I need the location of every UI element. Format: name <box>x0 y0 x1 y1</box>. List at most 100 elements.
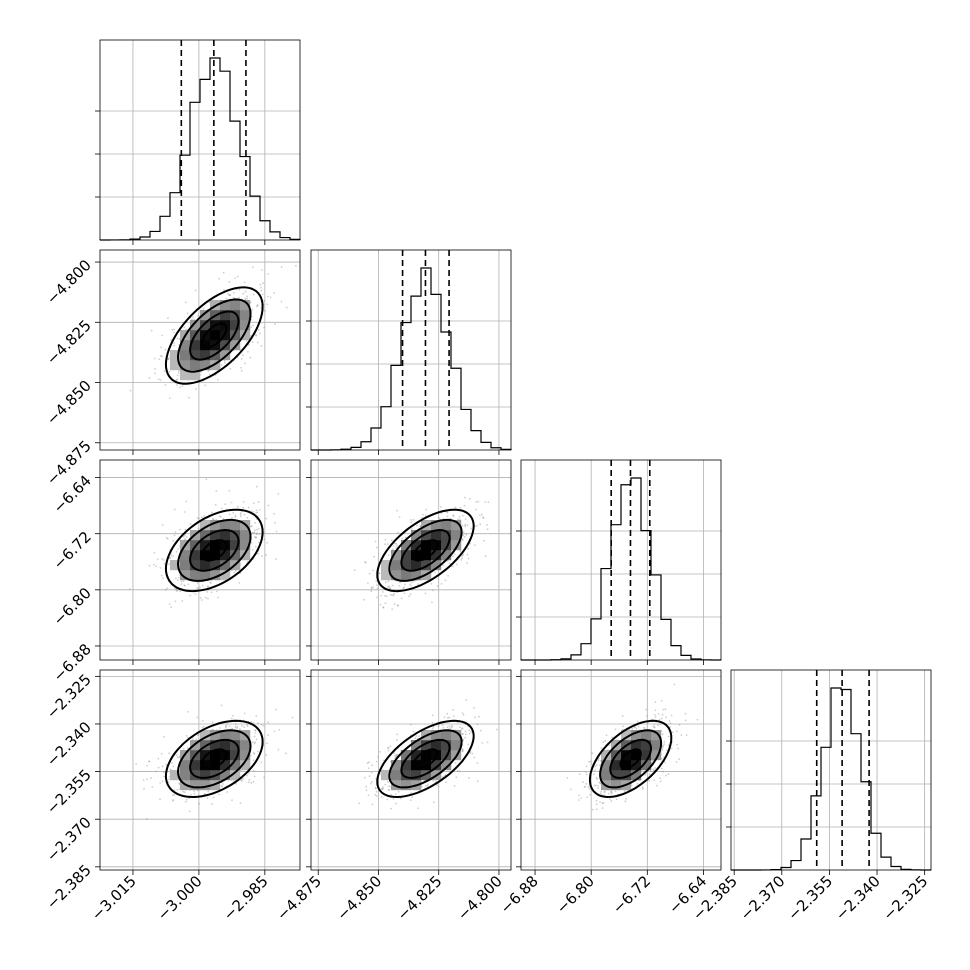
scatter-point <box>610 790 613 792</box>
scatter-point <box>448 725 451 728</box>
scatter-point <box>178 576 181 579</box>
panel-frame <box>730 669 932 871</box>
density-cell <box>170 350 181 361</box>
scatter-point <box>615 798 618 800</box>
histogram-panel-1 <box>306 249 512 455</box>
density-cell <box>200 780 211 791</box>
scatter-point <box>238 582 241 584</box>
density-cell <box>240 740 251 751</box>
scatter-point <box>411 796 414 799</box>
contour-3 <box>164 719 264 799</box>
scatter-point <box>470 527 473 530</box>
scatter-point <box>211 511 213 514</box>
scatter-point <box>187 711 189 713</box>
scatter-point <box>462 733 464 735</box>
scatter-point <box>471 752 474 755</box>
scatter-point <box>257 328 260 331</box>
scatter-point <box>253 752 256 755</box>
scatter-point <box>263 326 265 329</box>
scatter-point <box>239 728 241 731</box>
density-cell <box>441 530 452 541</box>
scatter-point <box>254 729 257 732</box>
density-cell <box>611 760 622 771</box>
contour-3 <box>376 508 475 593</box>
scatter-point <box>251 525 253 527</box>
scatter-point <box>382 591 384 593</box>
scatter-point <box>464 736 466 739</box>
scatter-point <box>634 726 637 728</box>
scatter-point <box>226 791 229 793</box>
scatter-point <box>173 342 176 344</box>
density-cell <box>441 740 452 751</box>
scatter-point <box>162 559 165 561</box>
scatter-point <box>452 715 455 717</box>
scatter-point <box>165 536 168 539</box>
density-cell <box>411 530 422 541</box>
density-cell <box>601 760 612 771</box>
density-cell <box>230 300 241 311</box>
scatter-point <box>440 506 442 508</box>
scatter-point <box>200 516 203 519</box>
scatter-point <box>375 790 378 793</box>
scatter-point <box>148 564 151 567</box>
density-cell <box>621 730 632 741</box>
contour-0 <box>619 748 642 770</box>
scatter-point <box>455 776 458 779</box>
scatter-point <box>374 793 377 796</box>
y-tick-label-3-3: −2.340 <box>43 718 95 770</box>
scatter-point <box>172 539 175 542</box>
scatter-point <box>193 792 196 795</box>
scatter-point <box>378 572 381 574</box>
scatter-point <box>206 585 209 588</box>
scatter-point <box>170 606 173 609</box>
scatter-point <box>434 571 437 574</box>
scatter-point <box>414 737 417 739</box>
density-cell <box>220 750 231 761</box>
scatter-point <box>410 521 413 524</box>
scatter-point <box>386 798 389 801</box>
scatter-point <box>169 768 172 771</box>
density-cell <box>431 530 442 541</box>
scatter-point <box>400 797 402 800</box>
scatter-point <box>305 508 307 510</box>
density-cell <box>230 530 241 541</box>
density-cell <box>391 550 402 561</box>
density-cell <box>411 760 422 771</box>
scatter-point <box>222 517 225 520</box>
scatter-point <box>384 538 387 541</box>
scatter-point <box>631 727 634 730</box>
scatter-point <box>220 363 223 366</box>
scatter-point <box>586 796 589 798</box>
scatter-point <box>168 603 171 605</box>
scatter-point <box>605 734 608 737</box>
scatter-point <box>267 734 269 736</box>
scatter-point <box>599 782 602 785</box>
density-cell <box>611 780 622 791</box>
density-cell <box>180 770 191 781</box>
scatter-point <box>392 584 394 587</box>
density-cell <box>631 760 642 771</box>
scatter-point <box>266 303 269 306</box>
scatter-point <box>275 708 277 711</box>
scatter-point <box>648 779 650 782</box>
scatter-point <box>203 515 206 517</box>
scatter-point <box>465 699 468 701</box>
x-tick-label-2-0: −6.88 <box>497 872 542 917</box>
scatter-point <box>263 299 266 302</box>
scatter-point <box>247 350 249 353</box>
scatter-point <box>185 735 188 737</box>
scatter-point <box>456 770 459 772</box>
scatter-point <box>432 725 435 728</box>
scatter-point <box>376 546 378 549</box>
scatter-point <box>170 554 173 557</box>
scatter-point <box>580 797 582 799</box>
scatter-point <box>603 790 606 793</box>
panel-frame <box>99 249 301 451</box>
scatter-point <box>366 762 369 765</box>
density-cell <box>190 760 201 771</box>
scatter-point <box>178 782 181 785</box>
density-cell <box>220 520 231 531</box>
density-cell <box>421 530 432 541</box>
density-cell <box>200 540 211 551</box>
scatter-point <box>591 808 594 811</box>
